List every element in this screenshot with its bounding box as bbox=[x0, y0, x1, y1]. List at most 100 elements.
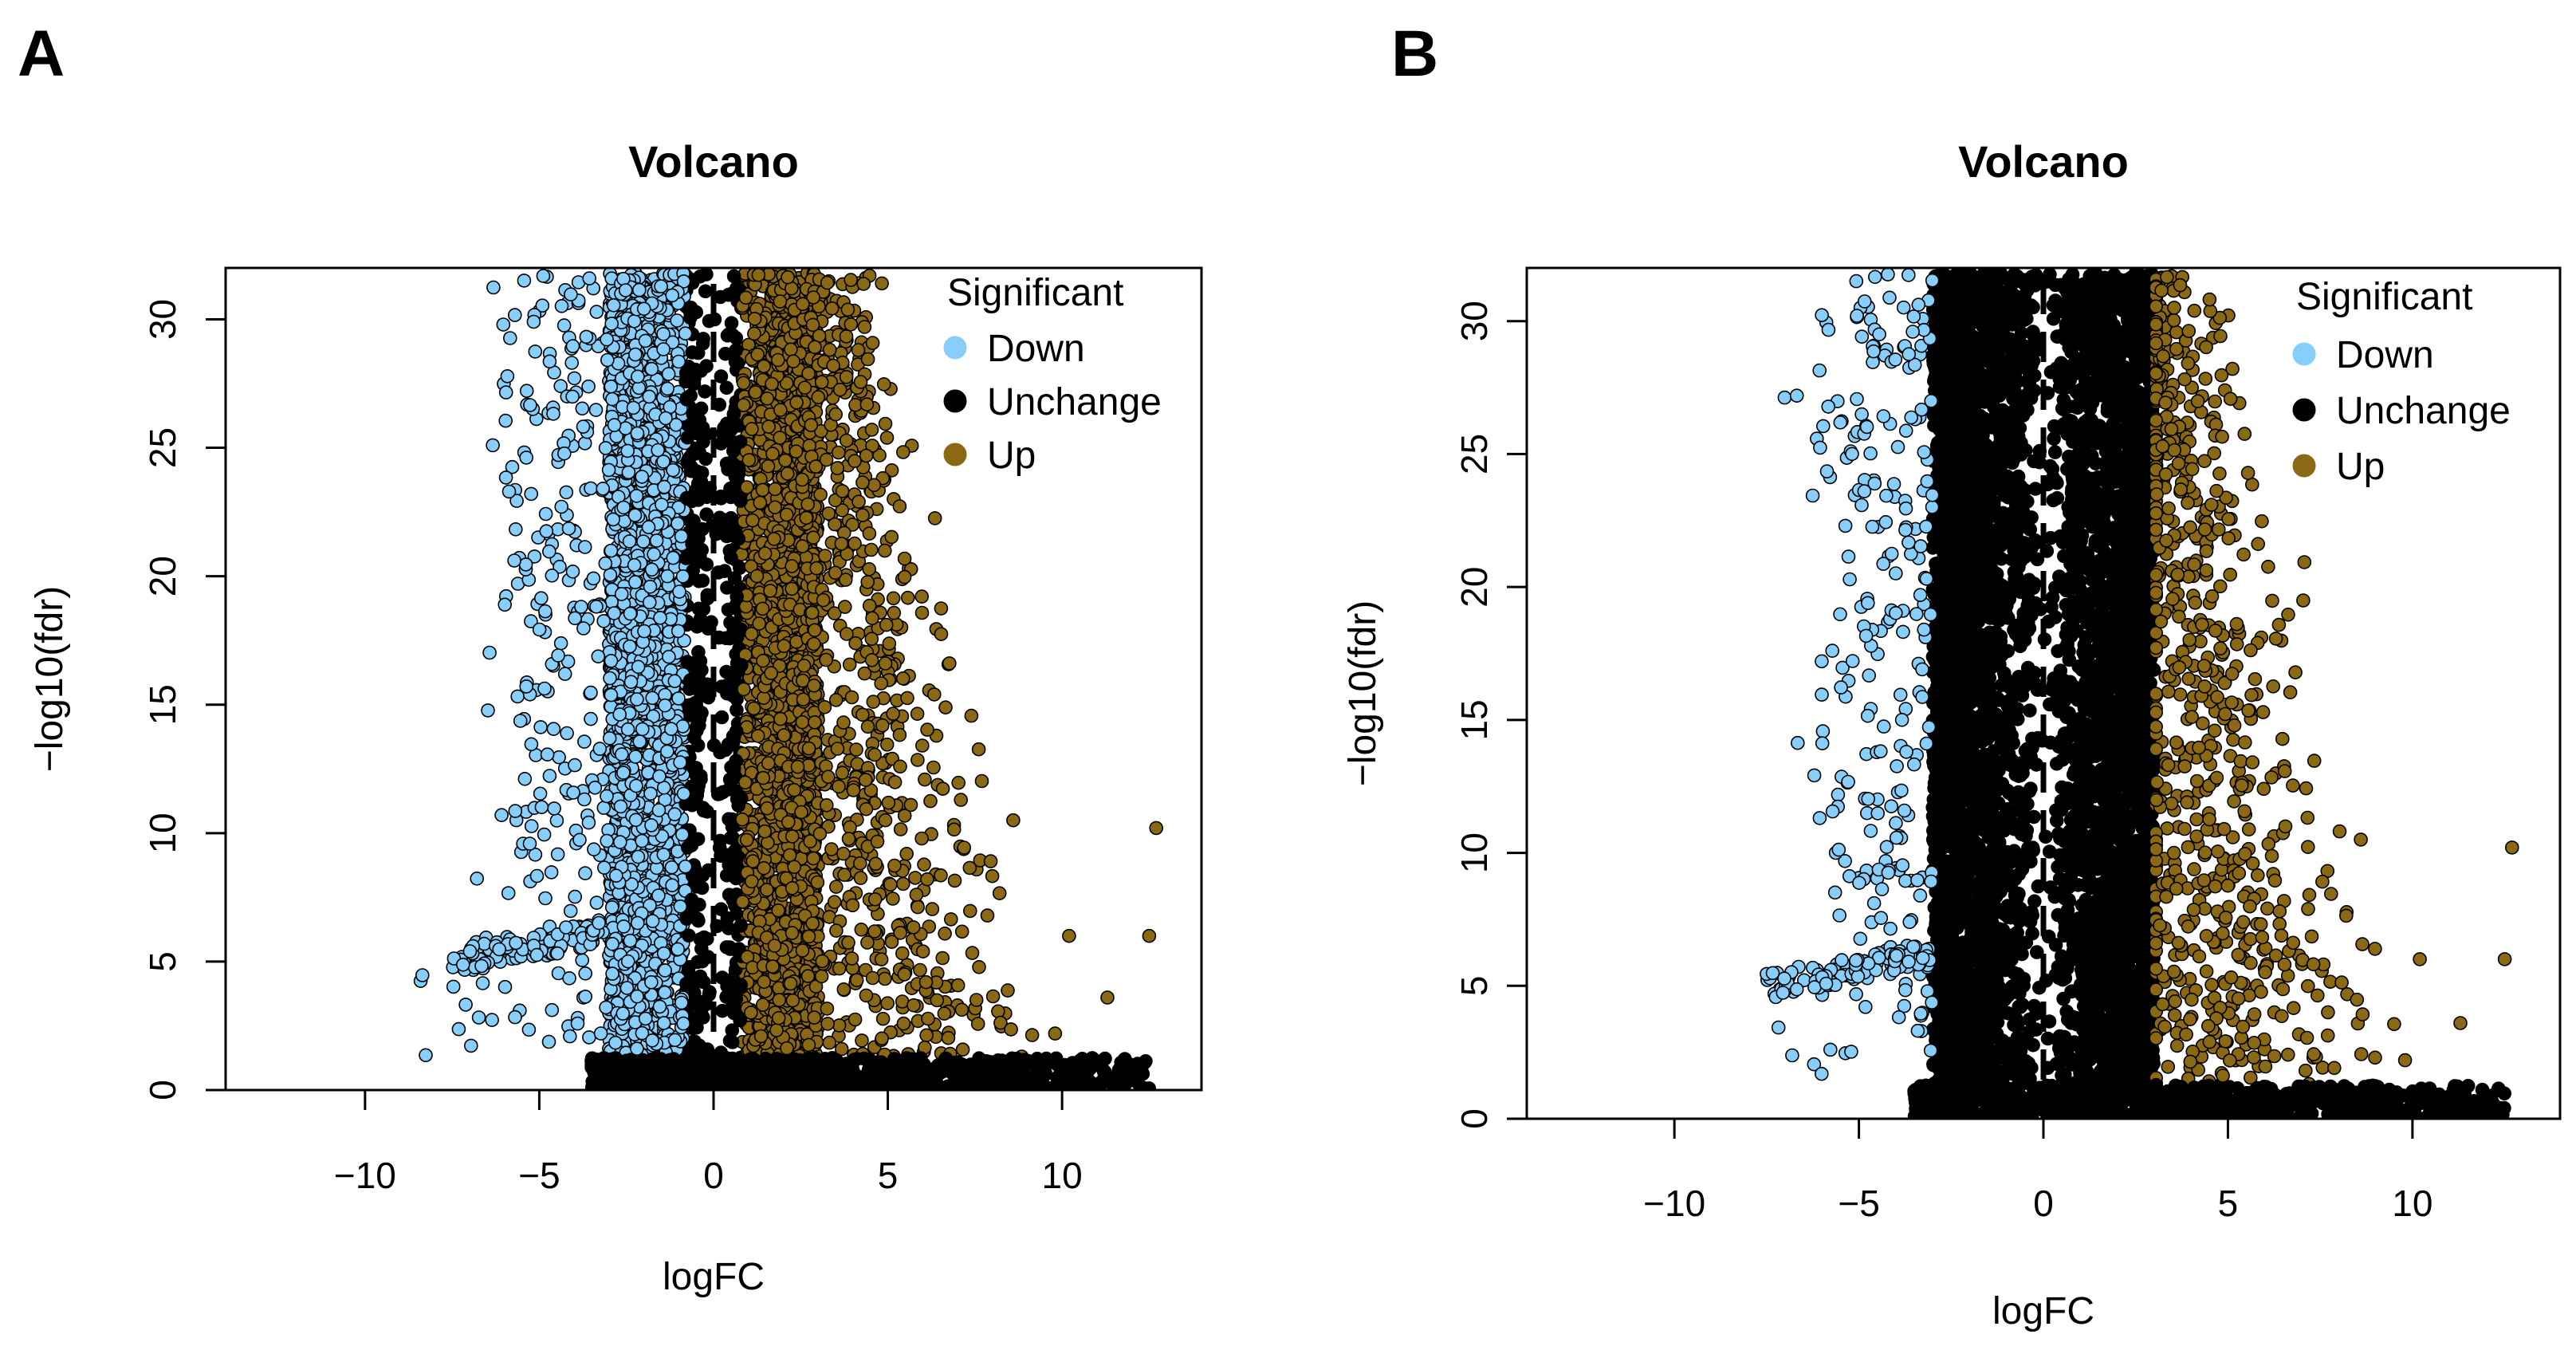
unchange-point bbox=[731, 462, 746, 477]
unchange-point bbox=[691, 573, 706, 588]
down-point bbox=[604, 594, 619, 609]
up-point bbox=[745, 513, 760, 528]
unchange-point bbox=[733, 494, 748, 508]
down-point bbox=[672, 584, 686, 599]
unchange-point bbox=[730, 356, 745, 371]
unchange-point bbox=[731, 798, 746, 813]
down-point bbox=[666, 550, 681, 565]
up-point bbox=[744, 1006, 758, 1020]
unchange-point bbox=[729, 343, 743, 358]
up-point bbox=[755, 998, 770, 1012]
down-point bbox=[658, 963, 672, 978]
down-point bbox=[674, 827, 690, 842]
down-point bbox=[605, 937, 620, 951]
up-point bbox=[760, 801, 774, 816]
down-point bbox=[644, 975, 659, 990]
unchange-point bbox=[690, 738, 706, 753]
up-point bbox=[736, 376, 751, 391]
unchange-point bbox=[690, 783, 705, 797]
down-point bbox=[667, 807, 682, 822]
unchange-point bbox=[698, 284, 713, 299]
down-point bbox=[671, 354, 686, 369]
down-point bbox=[656, 1016, 671, 1030]
down-point bbox=[635, 470, 650, 484]
up-point bbox=[753, 495, 768, 510]
down-point bbox=[643, 786, 658, 801]
down-point bbox=[656, 327, 671, 341]
down-point bbox=[638, 333, 653, 348]
up-point bbox=[782, 848, 797, 863]
up-point bbox=[753, 1029, 769, 1044]
down-point bbox=[635, 833, 650, 848]
down-point bbox=[652, 999, 667, 1014]
up-point bbox=[771, 903, 786, 918]
down-point bbox=[626, 400, 641, 415]
unchange-point bbox=[699, 507, 714, 522]
unchange-point bbox=[690, 619, 705, 634]
unchange-point bbox=[683, 449, 698, 464]
down-point bbox=[627, 508, 643, 523]
down-point bbox=[649, 533, 664, 548]
unchange-point bbox=[698, 384, 712, 399]
up-point bbox=[748, 385, 763, 399]
down-point bbox=[602, 730, 617, 746]
unchange-point bbox=[692, 718, 706, 733]
unchange-point bbox=[733, 919, 749, 933]
up-point bbox=[760, 391, 775, 406]
unchange-point bbox=[721, 921, 736, 935]
down-point bbox=[605, 392, 619, 407]
unchange-point bbox=[695, 336, 710, 351]
unchange-point bbox=[694, 466, 710, 480]
down-point bbox=[623, 639, 637, 654]
down-point bbox=[628, 750, 643, 764]
down-point bbox=[629, 778, 643, 793]
up-point bbox=[773, 431, 788, 445]
down-point bbox=[656, 848, 671, 862]
unchange-point bbox=[687, 519, 702, 534]
down-point bbox=[628, 813, 643, 828]
up-point bbox=[745, 854, 761, 868]
up-point bbox=[739, 832, 754, 848]
up-point bbox=[763, 584, 777, 598]
up-point bbox=[749, 569, 765, 584]
unchange-point bbox=[722, 683, 737, 699]
unchange-point bbox=[727, 571, 742, 585]
unchange-point bbox=[725, 1035, 740, 1049]
unchange-point bbox=[719, 380, 734, 396]
unchange-point bbox=[722, 287, 737, 302]
down-point bbox=[675, 718, 690, 734]
up-point bbox=[772, 993, 787, 1007]
unchange-point bbox=[678, 551, 694, 565]
down-point bbox=[671, 624, 686, 639]
down-point bbox=[660, 381, 675, 396]
unchange-point bbox=[682, 303, 697, 317]
up-point bbox=[745, 422, 759, 436]
unchange-point bbox=[702, 985, 717, 999]
up-point bbox=[737, 775, 753, 790]
down-point bbox=[627, 313, 642, 329]
down-point bbox=[664, 860, 679, 875]
unchange-point bbox=[692, 994, 707, 1010]
down-point bbox=[651, 803, 667, 817]
unchange-point bbox=[696, 1010, 710, 1025]
down-point bbox=[656, 946, 671, 961]
unchange-point bbox=[722, 940, 737, 954]
up-point bbox=[759, 883, 774, 897]
unchange-point bbox=[731, 531, 746, 546]
up-point bbox=[750, 347, 765, 362]
down-point bbox=[620, 443, 635, 459]
up-point bbox=[761, 459, 776, 474]
down-point bbox=[603, 671, 617, 686]
data-points bbox=[413, 268, 1163, 1090]
unchange-point bbox=[714, 710, 730, 725]
down-point bbox=[675, 569, 690, 584]
up-point bbox=[757, 974, 772, 990]
up-point bbox=[736, 398, 751, 412]
unchange-point bbox=[689, 405, 704, 420]
unchange-point bbox=[719, 529, 734, 544]
down-point bbox=[644, 361, 659, 376]
down-point bbox=[604, 317, 619, 331]
down-point bbox=[645, 1033, 659, 1048]
down-point bbox=[678, 326, 693, 341]
